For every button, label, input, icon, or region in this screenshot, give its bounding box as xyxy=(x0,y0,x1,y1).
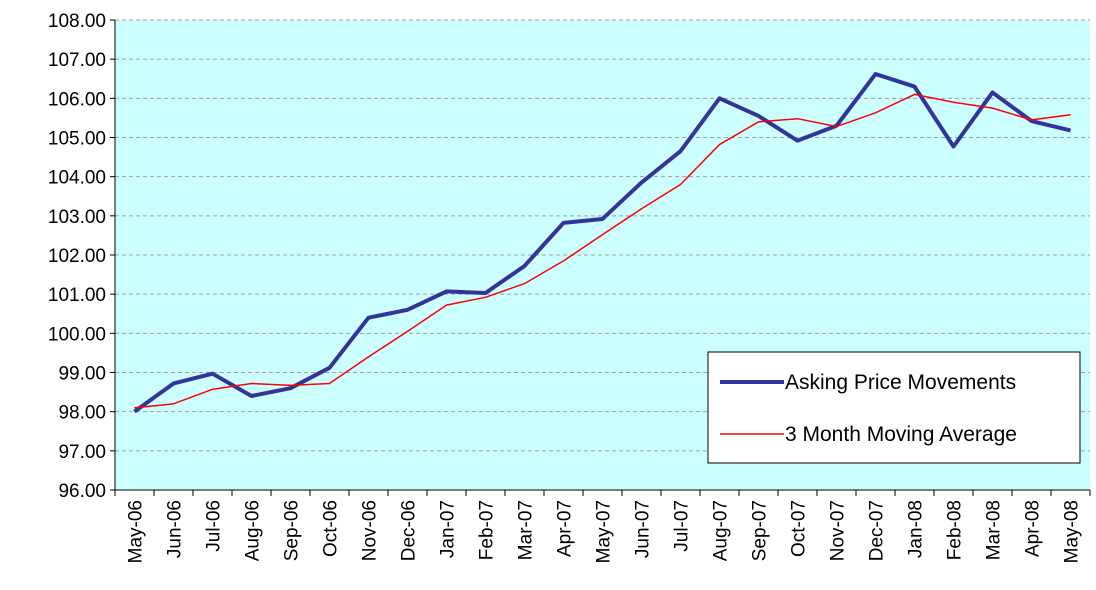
y-tick-label: 105.00 xyxy=(48,129,106,150)
y-tick-label: 96.00 xyxy=(58,481,106,502)
series-line xyxy=(133,72,1071,414)
x-tick-label: Dec-07 xyxy=(867,500,888,561)
x-tick-label: Jul-06 xyxy=(204,500,225,552)
x-tick-label: Sep-06 xyxy=(282,500,303,561)
x-tick-label: May-07 xyxy=(594,500,615,563)
x-tick-label: Oct-07 xyxy=(789,500,810,557)
x-tick-label: May-06 xyxy=(126,500,147,563)
x-tick-label: Nov-06 xyxy=(360,500,381,561)
x-tick-label: Aug-07 xyxy=(711,500,732,561)
y-tick-label: 108.00 xyxy=(48,11,106,32)
y-tick-label: 103.00 xyxy=(48,207,106,228)
y-tick-label: 100.00 xyxy=(48,324,106,345)
x-tick-label: Sep-07 xyxy=(750,500,771,561)
x-tick-label: Dec-06 xyxy=(399,500,420,561)
x-tick-label: Mar-07 xyxy=(516,500,537,560)
y-tick-label: 98.00 xyxy=(58,403,106,424)
x-tick-label: Apr-07 xyxy=(555,500,576,557)
y-tick-label: 106.00 xyxy=(48,89,106,110)
y-tick-label: 101.00 xyxy=(48,285,106,306)
x-tick-label: Apr-08 xyxy=(1023,500,1044,557)
x-tick-label: Oct-06 xyxy=(321,500,342,557)
x-tick-label: Jan-08 xyxy=(906,500,927,558)
x-tick-label: May-08 xyxy=(1062,500,1083,563)
legend-label: Asking Price Movements xyxy=(785,371,1016,394)
x-tick-label: Mar-08 xyxy=(984,500,1005,560)
series-line xyxy=(134,93,1071,409)
y-tick-label: 97.00 xyxy=(58,442,106,463)
y-tick-label: 104.00 xyxy=(48,168,106,189)
x-tick-label: Jun-06 xyxy=(165,500,186,558)
x-tick-label: Jan-07 xyxy=(438,500,459,558)
legend xyxy=(707,351,1081,464)
x-tick-label: Jun-07 xyxy=(633,500,654,558)
legend-label: 3 Month Moving Average xyxy=(785,423,1017,446)
y-tick-label: 99.00 xyxy=(58,364,106,385)
y-tick-label: 102.00 xyxy=(48,246,106,267)
x-tick-label: Aug-06 xyxy=(243,500,264,561)
y-tick-label: 107.00 xyxy=(48,50,106,71)
x-tick-label: Feb-07 xyxy=(477,500,498,560)
x-tick-label: Nov-07 xyxy=(828,500,849,561)
x-tick-label: Feb-08 xyxy=(945,500,966,560)
x-tick-label: Jul-07 xyxy=(672,500,693,552)
